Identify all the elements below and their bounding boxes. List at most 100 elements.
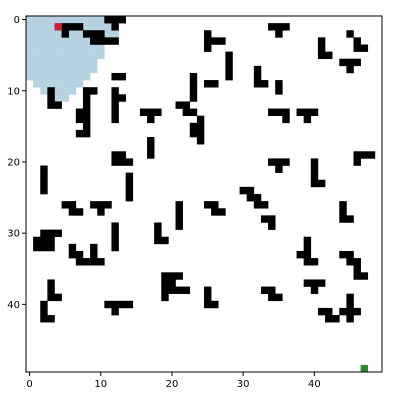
wall-cell xyxy=(47,243,55,252)
x-tick-label: 30 xyxy=(237,379,250,390)
wall-cell xyxy=(147,137,155,145)
explored-cell xyxy=(75,51,84,60)
wall-cell xyxy=(168,272,176,280)
wall-cell xyxy=(310,179,319,188)
wall-cell xyxy=(40,179,48,188)
wall-cell xyxy=(189,87,198,95)
wall-cell xyxy=(353,307,361,316)
explored-cell xyxy=(75,58,84,67)
explored-cell xyxy=(33,80,41,88)
wall-cell xyxy=(175,286,183,294)
explored-cell xyxy=(111,30,119,38)
explored-cell xyxy=(61,37,70,45)
explored-cell xyxy=(40,16,48,24)
explored-cell xyxy=(47,51,55,60)
wall-cell xyxy=(310,108,319,116)
explored-cell xyxy=(40,44,48,52)
wall-cell xyxy=(317,279,326,287)
explored-cell xyxy=(68,16,77,24)
wall-cell xyxy=(147,151,155,159)
explored-cell xyxy=(68,44,77,52)
wall-cell xyxy=(147,108,155,116)
wall-cell xyxy=(260,80,269,88)
explored-cell xyxy=(61,94,70,102)
wall-cell xyxy=(310,165,319,173)
wall-cell xyxy=(182,108,191,116)
wall-cell xyxy=(189,80,198,88)
explored-cell xyxy=(68,51,77,60)
explored-cell xyxy=(33,72,41,81)
wall-cell xyxy=(253,72,262,81)
agent-marker xyxy=(54,23,62,31)
explored-cell xyxy=(90,51,98,60)
wall-cell xyxy=(339,58,347,67)
y-tick-label: 10 xyxy=(7,86,20,97)
wall-cell xyxy=(125,186,134,195)
wall-cell xyxy=(268,293,276,302)
wall-cell xyxy=(204,30,212,38)
explored-cell xyxy=(82,72,91,81)
wall-cell xyxy=(97,208,105,216)
explored-cell xyxy=(47,16,55,24)
wall-cell xyxy=(175,208,183,216)
explored-cell xyxy=(40,80,48,88)
explored-cell xyxy=(47,37,55,45)
wall-cell xyxy=(168,286,176,294)
wall-cell xyxy=(75,250,84,259)
wall-cell xyxy=(353,258,361,266)
wall-cell xyxy=(317,307,326,316)
wall-cell xyxy=(275,293,283,302)
explored-cell xyxy=(26,44,34,52)
wall-cell xyxy=(61,30,70,38)
wall-cell xyxy=(33,243,41,252)
explored-cell xyxy=(26,51,34,60)
wall-cell xyxy=(111,94,119,102)
explored-cell xyxy=(68,80,77,88)
wall-cell xyxy=(111,115,119,124)
wall-cell xyxy=(75,129,84,138)
wall-cell xyxy=(82,258,91,266)
wall-cell xyxy=(147,115,155,124)
wall-cell xyxy=(125,158,134,166)
wall-cell xyxy=(268,108,276,116)
explored-cell xyxy=(61,51,70,60)
wall-cell xyxy=(360,44,369,52)
wall-cell xyxy=(275,80,283,88)
explored-cell xyxy=(33,65,41,74)
wall-cell xyxy=(204,37,212,45)
wall-cell xyxy=(111,243,119,252)
wall-cell xyxy=(225,72,233,81)
wall-cell xyxy=(218,208,226,216)
wall-cell xyxy=(82,87,91,95)
explored-cell xyxy=(47,58,55,67)
explored-cell xyxy=(40,58,48,67)
wall-cell xyxy=(154,222,162,230)
wall-cell xyxy=(204,286,212,294)
wall-cell xyxy=(346,300,354,309)
explored-cell xyxy=(61,65,70,74)
explored-cell xyxy=(61,58,70,67)
wall-cell xyxy=(325,51,333,60)
wall-cell xyxy=(211,208,219,216)
wall-cell xyxy=(97,258,105,266)
wall-cell xyxy=(204,293,212,302)
wall-cell xyxy=(47,293,55,302)
wall-cell xyxy=(253,201,262,209)
explored-cell xyxy=(40,87,48,95)
wall-cell xyxy=(125,179,134,188)
wall-cell xyxy=(303,115,312,124)
wall-cell xyxy=(310,158,319,166)
explored-cell xyxy=(40,37,48,45)
wall-cell xyxy=(82,108,91,116)
explored-cell xyxy=(40,51,48,60)
wall-cell xyxy=(97,37,105,45)
explored-cell xyxy=(68,37,77,45)
wall-cell xyxy=(317,44,326,52)
wall-cell xyxy=(246,194,255,202)
wall-cell xyxy=(310,258,319,266)
wall-cell xyxy=(90,37,98,45)
wall-cell xyxy=(175,215,183,223)
wall-cell xyxy=(211,300,219,309)
wall-cell xyxy=(61,23,70,31)
wall-cell xyxy=(40,165,48,173)
